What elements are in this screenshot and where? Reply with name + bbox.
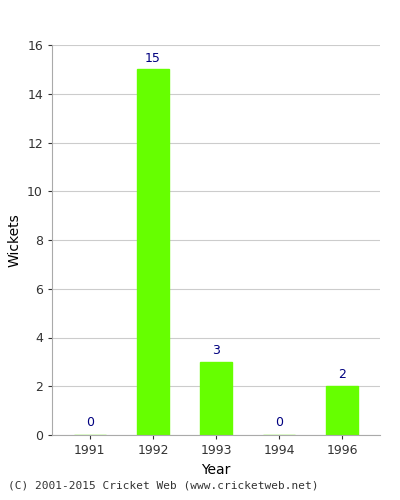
X-axis label: Year: Year — [201, 462, 231, 476]
Bar — [200, 362, 232, 435]
Bar — [137, 70, 169, 435]
Bar — [326, 386, 358, 435]
Text: (C) 2001-2015 Cricket Web (www.cricketweb.net): (C) 2001-2015 Cricket Web (www.cricketwe… — [8, 480, 318, 490]
Text: 2: 2 — [338, 368, 346, 382]
Text: 15: 15 — [145, 52, 161, 64]
Text: 0: 0 — [86, 416, 94, 429]
Y-axis label: Wickets: Wickets — [8, 213, 22, 267]
Text: 3: 3 — [212, 344, 220, 357]
Text: 0: 0 — [275, 416, 283, 429]
